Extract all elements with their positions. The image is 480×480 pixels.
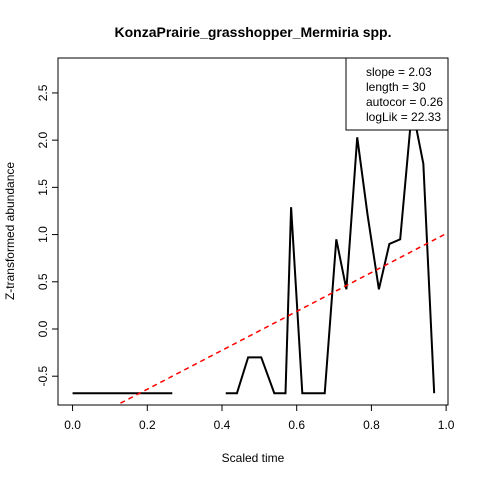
y-tick-label: 1.0 [36, 226, 50, 243]
y-tick-label: 1.5 [36, 179, 50, 196]
y-tick-label: -0.5 [36, 366, 50, 387]
plot-frame [57, 57, 449, 406]
trend-line [115, 232, 447, 405]
x-tick-label: 0.4 [214, 418, 231, 432]
legend-text: length = 30 [366, 80, 426, 94]
legend-text: slope = 2.03 [366, 65, 432, 79]
x-axis-label: Scaled time [222, 451, 285, 465]
y-tick-label: 2.5 [36, 84, 50, 101]
x-tick-label: 0.8 [363, 418, 380, 432]
data-line [72, 106, 436, 395]
legend-text: logLik = 22.33 [366, 110, 441, 124]
x-tick-label: 1.0 [438, 418, 455, 432]
y-tick-label: 0.5 [36, 273, 50, 290]
y-axis-label: Z-transformed abundance [3, 162, 17, 300]
y-tick-label: 0.0 [36, 320, 50, 337]
chart-title: KonzaPrairie_grasshopper_Mermiria spp. [115, 24, 392, 40]
legend-text: autocor = 0.26 [366, 95, 443, 109]
x-tick-label: 0.0 [64, 418, 81, 432]
x-tick-label: 0.6 [288, 418, 305, 432]
legend-box [345, 57, 449, 131]
y-tick-label: 2.0 [36, 131, 50, 148]
x-tick-label: 0.2 [139, 418, 156, 432]
